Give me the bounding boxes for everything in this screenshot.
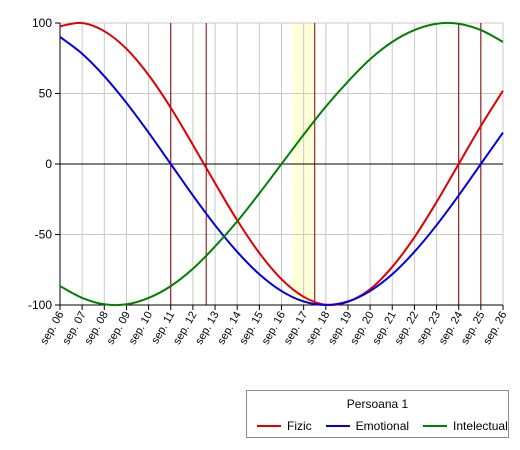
legend-item: Fizic	[257, 419, 312, 433]
legend-swatch	[325, 425, 350, 427]
legend-label: Fizic	[287, 419, 312, 433]
y-tick-label: 100	[32, 16, 52, 30]
y-tick-label: -100	[28, 298, 52, 312]
series-line-emotional	[59, 36, 504, 306]
legend-label: Intelectual	[453, 419, 508, 433]
legend-items: Fizic Emotional Intelectual	[257, 416, 520, 433]
legend-title: Persoana 1	[346, 397, 409, 411]
y-tick-label: 0	[45, 157, 52, 171]
series-line-fizic	[59, 21, 504, 306]
legend-item: Emotional	[325, 419, 410, 433]
legend-label: Emotional	[355, 419, 410, 433]
legend-swatch	[257, 425, 281, 427]
series-line-intelectual	[59, 21, 504, 307]
y-tick-label: 50	[39, 87, 53, 101]
legend-swatch	[423, 425, 448, 427]
chart-legend: Persoana 1 Fizic Emotional Intelectual	[246, 390, 509, 438]
legend-item: Intelectual	[423, 419, 508, 433]
y-tick-label: -50	[35, 228, 53, 242]
series-layer	[59, 21, 504, 307]
